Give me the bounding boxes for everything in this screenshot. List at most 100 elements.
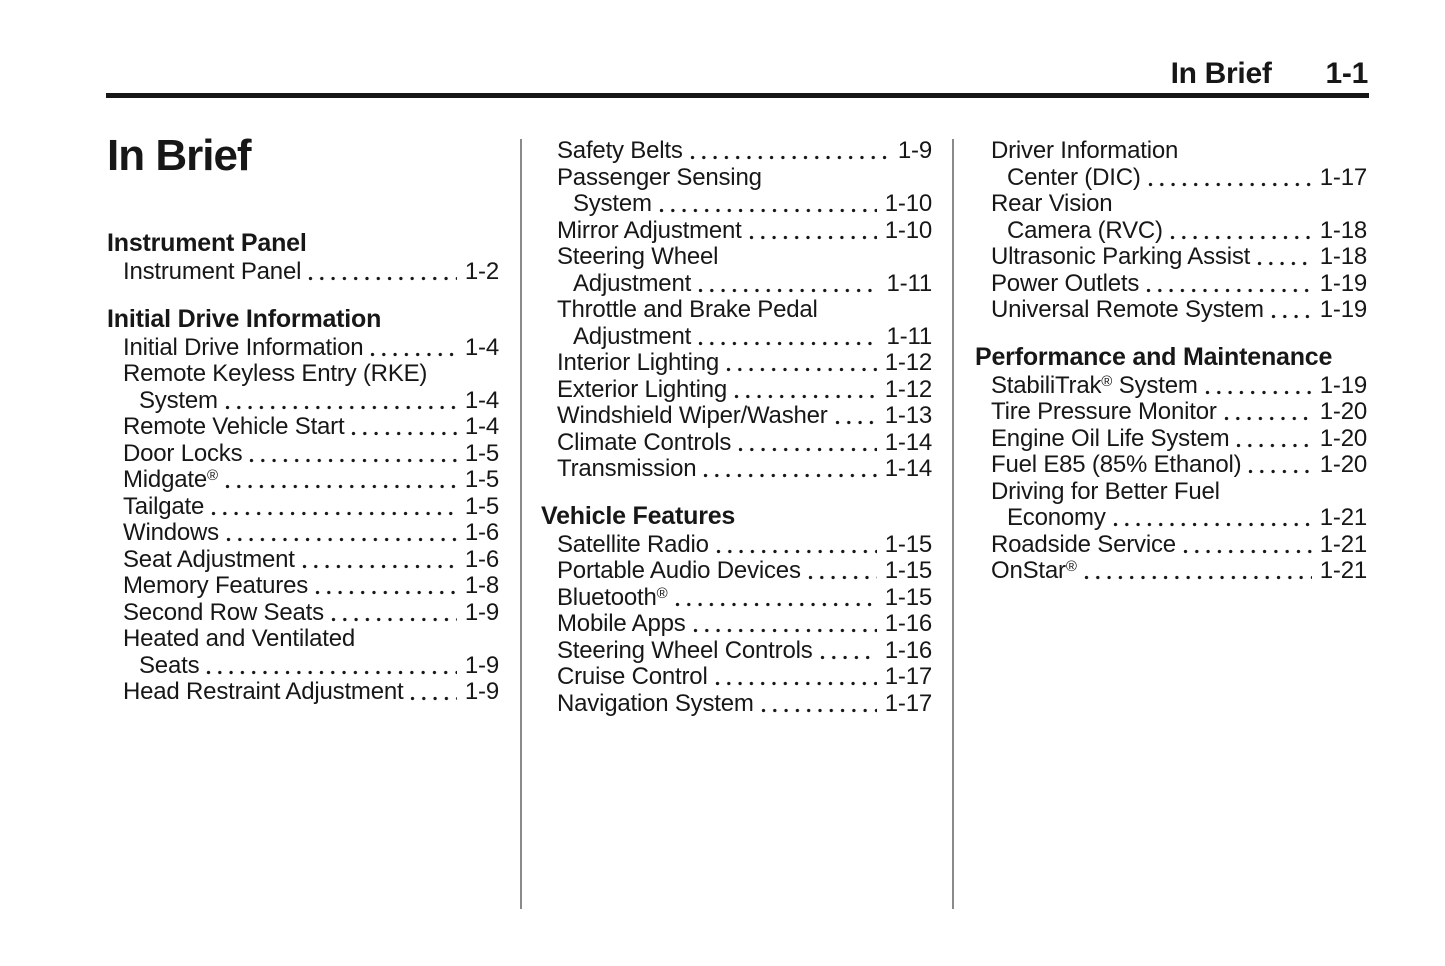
toc-item: Transmission 1-14 bbox=[541, 455, 932, 483]
toc-page-number: 1-5 bbox=[464, 492, 499, 520]
toc-page-number: 1-9 bbox=[464, 678, 499, 705]
dot-leader bbox=[689, 138, 895, 165]
toc-item: Power Outlets 1-19 bbox=[975, 270, 1367, 298]
toc-page-number: 1-4 bbox=[464, 333, 499, 361]
toc-page-number: 1-20 bbox=[1319, 424, 1367, 452]
toc-item: Mirror Adjustment 1-10 bbox=[541, 217, 932, 245]
toc-page-number: 1-6 bbox=[464, 519, 499, 546]
toc-item-label: System bbox=[139, 386, 218, 414]
toc-page-number: 1-9 bbox=[464, 598, 499, 626]
toc-page-number: 1-21 bbox=[1319, 557, 1367, 584]
toc-page-number: 1-17 bbox=[1319, 163, 1367, 191]
toc-item-label: Initial Drive Information bbox=[123, 333, 364, 361]
toc-page-number: 1-20 bbox=[1319, 398, 1367, 425]
toc-item-label: Tire Pressure Monitor bbox=[991, 398, 1217, 425]
toc-item: Tailgate 1-5 bbox=[107, 492, 499, 521]
toc-item-row: Roadside Service 1-21 bbox=[991, 530, 1367, 559]
toc-page-number: 1-4 bbox=[464, 413, 499, 440]
toc-item-row: Cruise Control 1-17 bbox=[557, 663, 932, 691]
toc-page-number: 1-17 bbox=[884, 689, 932, 717]
toc-section: Vehicle Features Satellite Radio 1-15 Porta… bbox=[541, 501, 932, 718]
toc-item: Portable Audio Devices 1-15 bbox=[541, 557, 932, 585]
dot-leader bbox=[714, 664, 882, 691]
dot-leader bbox=[1169, 218, 1317, 245]
dot-leader bbox=[807, 558, 882, 585]
toc-page-number: 1-2 bbox=[464, 258, 499, 285]
dot-leader bbox=[249, 441, 462, 468]
toc-item-row: Interior Lighting 1-12 bbox=[557, 349, 932, 377]
toc-item-label: Universal Remote System bbox=[991, 296, 1264, 323]
toc-item-row: Satellite Radio 1-15 bbox=[557, 530, 932, 559]
toc-item-label: Engine Oil Life System bbox=[991, 424, 1230, 452]
toc-item-row: Tire Pressure Monitor 1-20 bbox=[991, 398, 1367, 426]
toc-page-number: 1-21 bbox=[1319, 504, 1367, 531]
toc-item-label: Economy bbox=[1007, 504, 1106, 531]
toc-item-first-line: Heated and Ventilated bbox=[123, 625, 355, 652]
toc-item-row: Engine Oil Life System 1-20 bbox=[991, 424, 1367, 453]
toc-item: Door Locks 1-5 bbox=[107, 439, 499, 468]
toc-page-number: 1-15 bbox=[884, 530, 932, 558]
toc-item: OnStar® 1-21 bbox=[975, 557, 1367, 585]
toc-item-label: System bbox=[573, 190, 652, 217]
toc-item-label: Roadside Service bbox=[991, 530, 1176, 558]
dot-leader bbox=[1147, 165, 1317, 192]
toc-page-number: 1-19 bbox=[1319, 371, 1367, 399]
toc-page-number: 1-16 bbox=[884, 636, 932, 664]
toc-item-label: OnStar® bbox=[991, 557, 1077, 584]
toc-section: Safety Belts 1-9 Passenger Sensing System 1-… bbox=[541, 137, 933, 483]
toc-page-number: 1-14 bbox=[884, 428, 932, 456]
dot-leader bbox=[658, 191, 882, 218]
toc-page-number: 1-12 bbox=[884, 375, 932, 403]
toc-item: Universal Remote System 1-19 bbox=[975, 296, 1367, 324]
toc-item: Remote Vehicle Start 1-4 bbox=[107, 413, 499, 441]
toc-section: Instrument Panel Instrument Panel 1-2 bbox=[107, 230, 499, 286]
toc-item-row: Economy 1-21 bbox=[991, 504, 1367, 532]
toc-item: Rear Vision Camera (RVC) 1-18 bbox=[975, 190, 1367, 245]
toc-item-row: Portable Audio Devices 1-15 bbox=[557, 557, 932, 585]
dot-leader bbox=[225, 520, 462, 547]
toc-item-label: Exterior Lighting bbox=[557, 375, 728, 403]
dot-leader bbox=[211, 494, 462, 521]
toc-page-number: 1-19 bbox=[1319, 296, 1367, 323]
toc-item-row: Midgate® 1-5 bbox=[123, 466, 499, 494]
toc-item-label: Midgate® bbox=[123, 466, 219, 493]
toc-item-row: Fuel E85 (85% Ethanol) 1-20 bbox=[991, 451, 1367, 479]
toc-item-label: Remote Vehicle Start bbox=[123, 413, 345, 440]
toc-item-row: Bluetooth® 1-15 bbox=[557, 583, 932, 612]
toc-item-label: Camera (RVC) bbox=[1007, 216, 1163, 244]
toc-item: Roadside Service 1-21 bbox=[975, 530, 1367, 559]
dot-leader bbox=[308, 259, 462, 286]
toc-item-row: Adjustment 1-11 bbox=[557, 270, 932, 298]
toc-item: Head Restraint Adjustment 1-9 bbox=[107, 678, 499, 706]
dot-leader bbox=[748, 218, 882, 245]
toc-page-number: 1-9 bbox=[897, 137, 932, 164]
dot-leader bbox=[225, 467, 462, 494]
toc-item-label: Portable Audio Devices bbox=[557, 557, 801, 584]
toc-page-number: 1-11 bbox=[886, 322, 933, 350]
toc-page-number: 1-14 bbox=[884, 455, 932, 482]
toc-item-row: Tailgate 1-5 bbox=[123, 492, 499, 521]
toc-item: Second Row Seats 1-9 bbox=[107, 598, 499, 627]
toc-item-first-line: Driving for Better Fuel bbox=[991, 477, 1220, 505]
toc-item: Bluetooth® 1-15 bbox=[541, 583, 932, 612]
toc-page-number: 1-15 bbox=[884, 557, 932, 584]
dot-leader bbox=[1257, 244, 1317, 271]
toc-item-label: Tailgate bbox=[123, 492, 205, 520]
dot-leader bbox=[315, 573, 462, 600]
toc-page-number: 1-5 bbox=[464, 439, 499, 467]
toc-item-row: Safety Belts 1-9 bbox=[557, 137, 932, 165]
section-heading: Vehicle Features bbox=[541, 501, 736, 530]
dot-leader bbox=[351, 414, 461, 441]
toc-item-label: Fuel E85 (85% Ethanol) bbox=[991, 451, 1242, 478]
toc-item: Initial Drive Information 1-4 bbox=[107, 333, 499, 362]
registered-trademark-symbol: ® bbox=[1065, 558, 1077, 575]
toc-page-number: 1-8 bbox=[464, 572, 499, 599]
toc-item-label: Seat Adjustment bbox=[123, 545, 295, 573]
toc-item-label: Bluetooth® bbox=[557, 583, 668, 611]
toc-item-label: Memory Features bbox=[123, 572, 309, 599]
running-header-page-number: 1-1 bbox=[1325, 57, 1369, 90]
dot-leader bbox=[715, 532, 882, 559]
dot-leader bbox=[330, 600, 462, 627]
toc-item-label: Head Restraint Adjustment bbox=[123, 678, 404, 705]
